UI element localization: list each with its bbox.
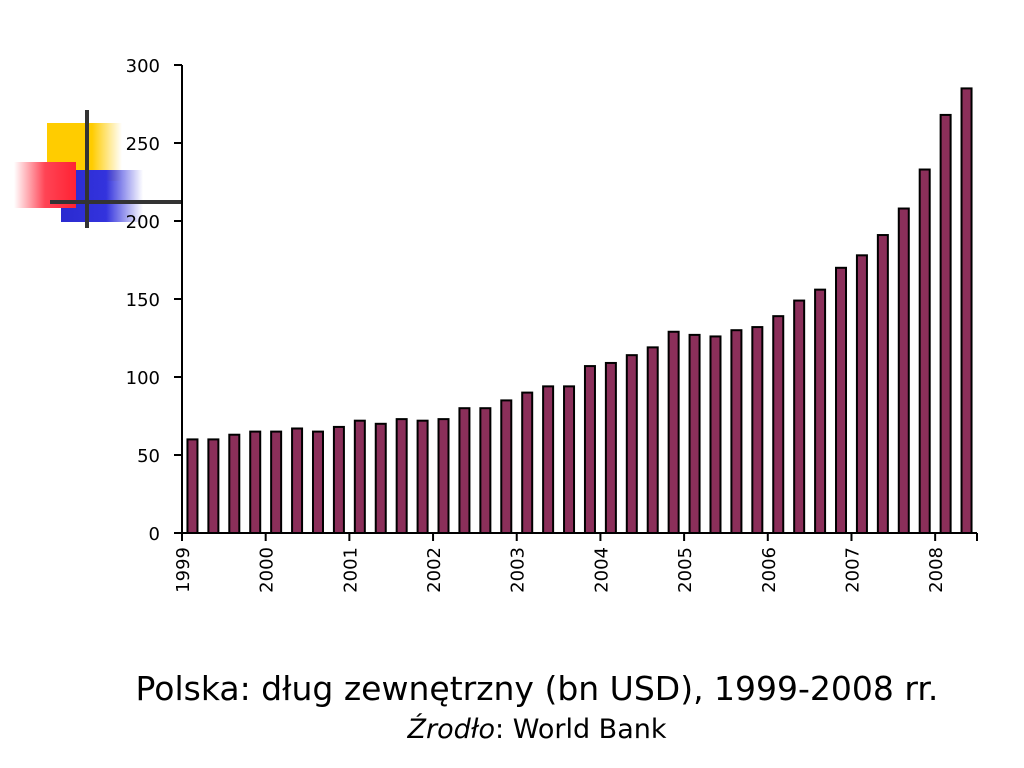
y-tick-label: 100 (126, 368, 160, 389)
bar (374, 422, 387, 534)
bar (793, 299, 806, 534)
x-tick-label: 2007 (842, 547, 863, 593)
bar (479, 407, 492, 535)
bar (332, 425, 345, 535)
bar (249, 430, 262, 535)
x-tick-label: 2002 (424, 547, 445, 593)
bar (207, 438, 220, 534)
chart-axes (174, 64, 978, 541)
x-tick-labels: 1999 2000 2001 2002 2003 2004 2005 2006 2007 2008 (173, 547, 947, 593)
bar (772, 315, 785, 534)
bar (709, 335, 722, 534)
x-tick-label: 2001 (340, 547, 361, 593)
bar (542, 385, 555, 534)
bar (500, 399, 513, 534)
y-tick-label: 250 (126, 134, 160, 155)
y-tick-label: 150 (126, 290, 160, 311)
x-tick-label: 2006 (759, 547, 780, 593)
bar (416, 419, 429, 534)
bar (604, 361, 617, 534)
x-tick-label: 1999 (173, 547, 194, 593)
bar (437, 418, 450, 534)
bar (228, 433, 241, 534)
y-tick-label: 0 (149, 524, 160, 545)
x-tick-label: 2004 (591, 547, 612, 593)
chart-title: Polska: dług zewnętrzny (bn USD), 1999-2… (135, 669, 939, 708)
source-value: World Bank (512, 714, 667, 745)
bar (897, 207, 910, 535)
bar (583, 365, 596, 534)
x-tick-label: 2000 (257, 547, 278, 593)
bar (521, 391, 534, 534)
bar (353, 419, 366, 534)
bar (730, 329, 743, 535)
bar (458, 407, 471, 535)
x-tick-label: 2008 (926, 547, 947, 593)
x-tick-label: 2005 (675, 547, 696, 593)
bar (876, 234, 889, 534)
source-label: Źrodło (407, 714, 496, 745)
bar (814, 288, 827, 535)
chart-caption: Polska: dług zewnętrzny (bn USD), 1999-2… (0, 667, 1024, 749)
source-line: Źrodło: World Bank (0, 711, 1024, 749)
bar (186, 438, 199, 534)
slide-decoration-logo (14, 110, 182, 228)
y-tick-label: 200 (126, 212, 160, 233)
bar (291, 427, 304, 535)
bar (270, 430, 283, 535)
bar (751, 326, 764, 534)
bar (625, 354, 638, 534)
bar (939, 113, 952, 534)
bar (311, 430, 324, 535)
bar (835, 266, 848, 534)
bar-chart: 0 50 100 150 200 250 300 1999 2000 2001 2002 2003 2… (126, 56, 978, 593)
y-tick-labels: 0 50 100 150 200 250 300 (126, 56, 160, 545)
bar (918, 168, 931, 535)
bar (563, 385, 576, 534)
bar (667, 330, 680, 535)
y-tick-label: 300 (126, 56, 160, 77)
bar (646, 346, 659, 534)
bar (960, 87, 973, 535)
bar-series (186, 87, 973, 535)
bar (688, 333, 701, 534)
source-separator: : (495, 714, 513, 745)
bar (395, 418, 408, 534)
y-tick-label: 50 (137, 446, 160, 467)
bar (855, 254, 868, 534)
x-tick-label: 2003 (508, 547, 529, 593)
